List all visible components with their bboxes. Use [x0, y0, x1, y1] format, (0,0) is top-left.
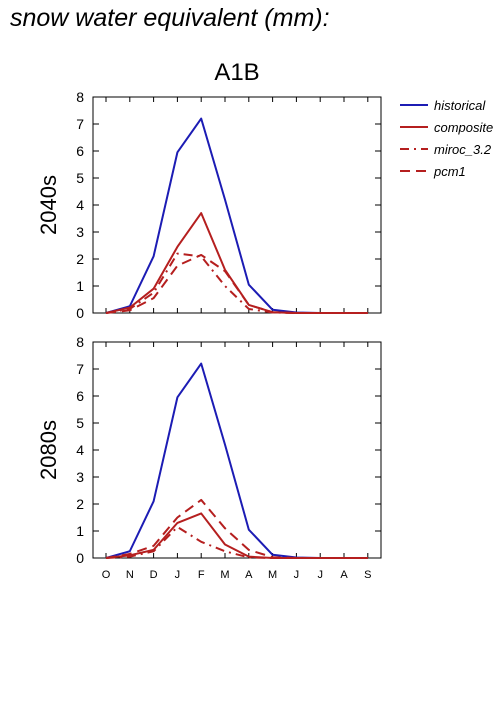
x-tick-label: A	[245, 569, 253, 581]
x-tick-label: M	[220, 569, 229, 581]
y-tick-label: 1	[76, 523, 84, 539]
y-tick-label: 3	[76, 469, 84, 485]
panel-label: 2040s	[36, 175, 61, 235]
legend-label: historical	[434, 98, 486, 113]
y-tick-label: 0	[76, 305, 84, 321]
panel-label: 2080s	[36, 420, 61, 480]
x-tick-label: M	[268, 569, 277, 581]
scenario-label: A1B	[214, 59, 259, 86]
y-tick-label: 4	[76, 197, 84, 213]
series-line-pcm1	[105, 498, 368, 559]
x-tick-label: S	[364, 569, 371, 581]
y-tick-label: 6	[76, 143, 84, 159]
panel-2080s: 0 1 2 3 4 5 6 7 8 O N D J F M A M J J A S 2080s	[36, 334, 382, 581]
series-line-miroc_3.2	[105, 525, 368, 559]
x-tick-label: J	[294, 569, 300, 581]
y-tick-label: 1	[76, 278, 84, 294]
series-line-historical	[105, 362, 368, 559]
y-tick-label: 8	[76, 334, 84, 350]
y-tick-label: 2	[76, 496, 84, 512]
y-tick-label: 7	[76, 361, 84, 377]
legend-label: pcm1	[433, 164, 466, 179]
y-tick-label: 5	[76, 170, 84, 186]
legend-label: composite	[434, 120, 493, 135]
x-tick-label: J	[175, 569, 181, 581]
plot-frame	[92, 341, 382, 559]
series-line-miroc_3.2	[105, 252, 368, 314]
x-tick-label: O	[102, 569, 111, 581]
y-tick-label: 0	[76, 550, 84, 566]
series-line-historical	[105, 117, 368, 314]
legend: historical composite miroc_3.2 pcm1	[400, 98, 493, 179]
y-tick-label: 7	[76, 116, 84, 132]
y-tick-label: 6	[76, 388, 84, 404]
x-tick-label: N	[126, 569, 134, 581]
panel-2040s: 0 1 2 3 4 5 6 7 8 2040s	[36, 89, 382, 321]
x-tick-label: A	[340, 569, 348, 581]
y-tick-label: 2	[76, 251, 84, 267]
series-line-pcm1	[105, 253, 368, 314]
figure-title: snow water equivalent (mm):	[10, 4, 330, 32]
x-tick-label: D	[150, 569, 158, 581]
plot-frame	[92, 96, 382, 314]
legend-label: miroc_3.2	[434, 142, 492, 157]
x-tick-label: F	[198, 569, 205, 581]
y-tick-label: 4	[76, 442, 84, 458]
y-tick-label: 3	[76, 224, 84, 240]
y-tick-label: 5	[76, 415, 84, 431]
y-tick-label: 8	[76, 89, 84, 105]
x-tick-label: J	[317, 569, 323, 581]
